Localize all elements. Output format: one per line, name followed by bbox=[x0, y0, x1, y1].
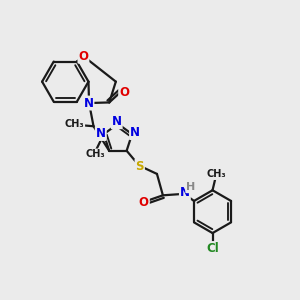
Text: Cl: Cl bbox=[207, 242, 220, 255]
Text: O: O bbox=[139, 196, 149, 208]
Text: N: N bbox=[180, 186, 190, 200]
Text: O: O bbox=[119, 85, 129, 98]
Text: O: O bbox=[78, 50, 88, 63]
Text: CH₃: CH₃ bbox=[65, 119, 84, 129]
Text: N: N bbox=[112, 115, 122, 128]
Text: N: N bbox=[130, 126, 140, 139]
Text: N: N bbox=[83, 97, 94, 110]
Text: CH₃: CH₃ bbox=[206, 169, 226, 179]
Text: CH₃: CH₃ bbox=[85, 149, 105, 159]
Text: H: H bbox=[186, 182, 196, 192]
Text: N: N bbox=[96, 127, 106, 140]
Text: S: S bbox=[136, 160, 144, 173]
